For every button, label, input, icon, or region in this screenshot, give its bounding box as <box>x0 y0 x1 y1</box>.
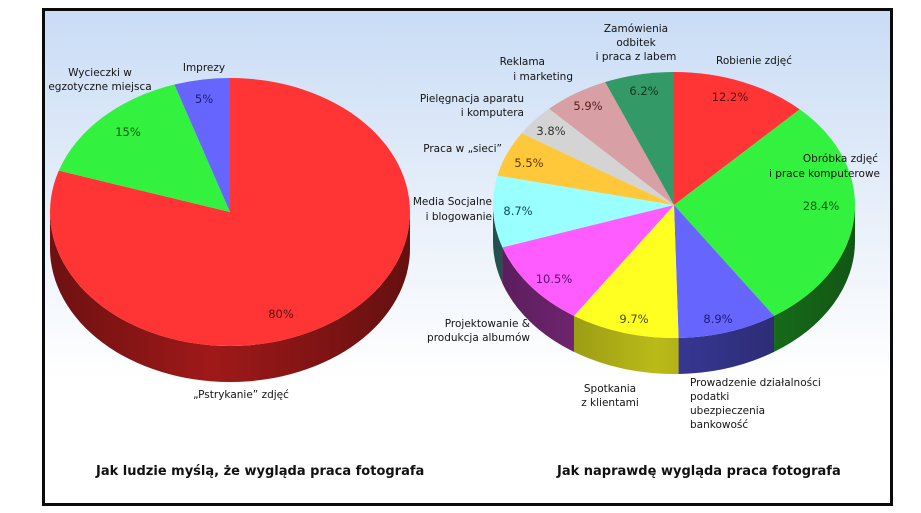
label-pielegnacja-line2: i komputera <box>461 107 524 119</box>
left-chart-title: Jak ludzie myślą, że wygląda praca fotog… <box>96 464 425 479</box>
label-spotkania-line2: z klientami <box>581 397 639 409</box>
pct-prowadzenie: 8.9% <box>703 312 732 326</box>
label-obrobka-line2: i prace komputerowe <box>769 168 880 180</box>
pie-slice <box>605 72 674 205</box>
pct-imprezy: 5% <box>195 92 213 106</box>
pie-side-shading <box>493 205 855 374</box>
pct-pielegnacja: 3.8% <box>536 124 565 138</box>
pie-slice <box>573 205 679 338</box>
right-chart-labels: Zamówienia odbitek i praca z labem Rekla… <box>413 23 880 431</box>
pct-obrobka: 28.4% <box>803 199 840 213</box>
label-siec: Praca w „sieci” <box>423 143 502 155</box>
label-wycieczki-line2: egzotyczne miejsca <box>48 81 151 93</box>
label-zamowienia-line2: odbitek <box>616 37 656 49</box>
label-imprezy: Imprezy <box>183 62 225 74</box>
pie-slice <box>493 175 674 248</box>
label-zamowienia-line3: i praca z labem <box>596 51 677 63</box>
left-chart-labels: Wycieczki w egzotyczne miejsca Imprezy 5… <box>48 62 294 401</box>
pct-pstrykanie: 80% <box>268 307 294 321</box>
label-projektowanie-line2: produkcja albumów <box>427 332 530 344</box>
pie-chart-reality <box>493 72 856 374</box>
label-prowadzenie-line2: podatki <box>690 391 729 403</box>
pie-slice <box>521 108 674 205</box>
pct-zamowienia: 6.2% <box>629 84 658 98</box>
label-projektowanie-line1: Projektowanie & <box>445 318 530 330</box>
pie-slice <box>502 205 674 316</box>
pct-wycieczki: 15% <box>115 125 141 139</box>
pct-siec: 5.5% <box>514 156 543 170</box>
label-pstrykanie: „Pstrykanie” zdjęć <box>193 389 289 401</box>
label-spotkania-line1: Spotkania <box>584 383 636 395</box>
pie-slice <box>674 205 775 338</box>
pct-media: 8.7% <box>503 204 532 218</box>
pct-projektowanie: 10.5% <box>536 272 573 286</box>
label-obrobka-line1: Obróbka zdjęć <box>803 153 878 165</box>
label-robienie: Robienie zdjęć <box>716 55 792 67</box>
label-reklama-line2: i marketing <box>513 71 573 83</box>
right-chart-title: Jak naprawdę wygląda praca fotografa <box>557 464 841 479</box>
pie-slice <box>549 82 674 205</box>
label-prowadzenie-line1: Prowadzenie działalności <box>690 377 821 389</box>
label-media-line1: Media Socjalne <box>413 196 492 208</box>
label-prowadzenie-line3: ubezpieczenia <box>690 405 765 417</box>
pie-slice <box>674 109 855 316</box>
pie-chart-perception <box>49 78 410 382</box>
pie-slice <box>174 78 230 212</box>
pie-side-shading <box>50 212 410 382</box>
pct-reklama: 5.9% <box>573 99 602 113</box>
pie-slice <box>58 84 230 212</box>
label-reklama-line1: Reklama <box>500 56 545 68</box>
label-zamowienia-line1: Zamówienia <box>604 23 668 35</box>
pie-slice <box>497 133 674 205</box>
label-media-line2: i blogowanie <box>426 211 492 223</box>
pct-robienie: 12.2% <box>712 90 749 104</box>
label-prowadzenie-line4: bankowość <box>690 419 748 431</box>
label-pielegnacja-line1: Pielęgnacja aparatu <box>420 93 524 105</box>
label-wycieczki-line1: Wycieczki w <box>68 67 132 79</box>
pct-spotkania: 9.7% <box>619 312 648 326</box>
pie-slice <box>674 72 800 205</box>
